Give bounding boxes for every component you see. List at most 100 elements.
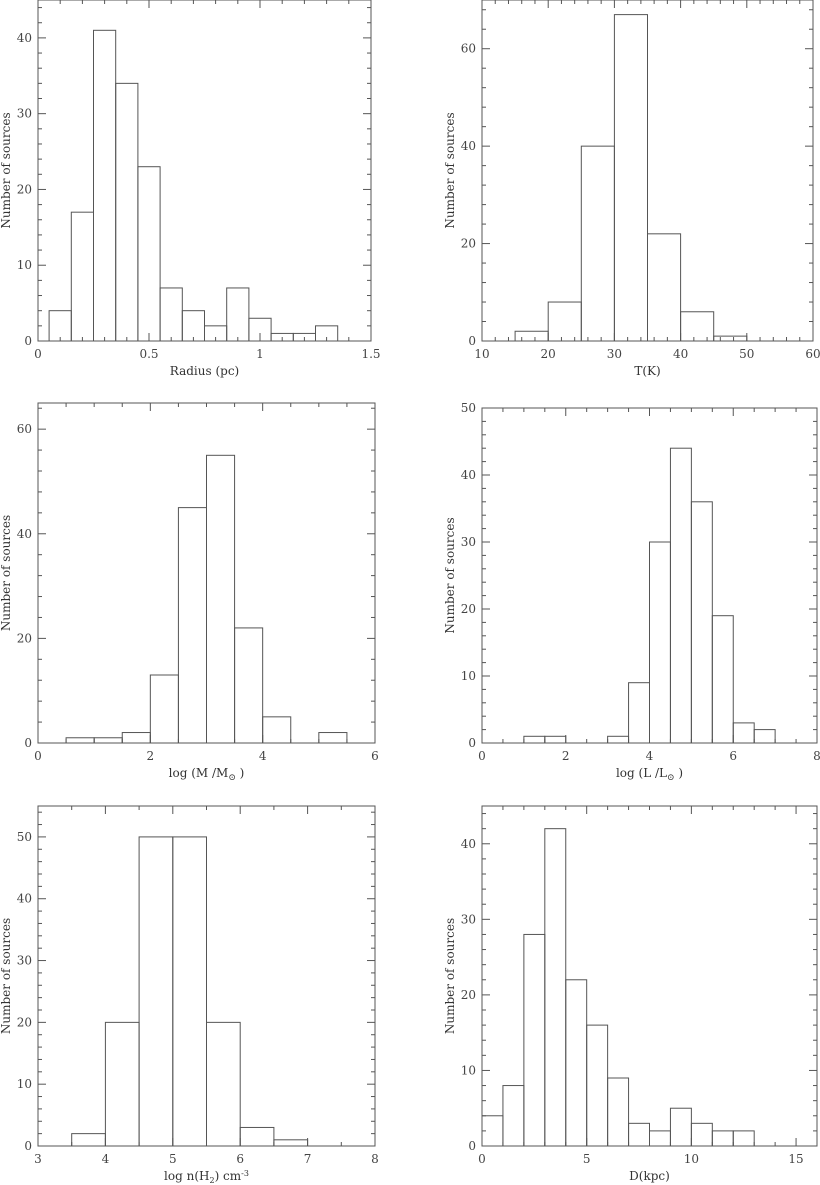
x-tick-label: 5 — [169, 1152, 177, 1166]
y-tick-label: 30 — [461, 535, 476, 549]
histogram-bar — [732, 1130, 755, 1147]
histogram-bar — [711, 615, 734, 744]
y-axis-label: Number of sources — [443, 918, 457, 1034]
histogram-bar — [239, 1126, 275, 1147]
y-tick-label: 20 — [461, 988, 476, 1002]
histogram-bar — [248, 317, 272, 342]
y-tick-label: 50 — [461, 401, 476, 415]
y-tick-label: 10 — [17, 258, 32, 272]
histogram-bar — [206, 1021, 241, 1147]
y-tick-label: 40 — [17, 527, 32, 541]
x-tick-label: 10 — [684, 1152, 699, 1166]
histogram-bar — [690, 501, 713, 744]
y-tick-label: 0 — [468, 1139, 476, 1153]
histogram-bar — [580, 145, 615, 342]
x-tick-label: 15 — [788, 1152, 803, 1166]
y-tick-label: 10 — [461, 1063, 476, 1077]
histogram-bar — [649, 541, 671, 744]
y-tick-label: 10 — [17, 1077, 32, 1091]
x-tick-label: 6 — [236, 1152, 244, 1166]
y-tick-label: 0 — [24, 1139, 32, 1153]
histogram-bar — [226, 287, 250, 342]
y-tick-label: 20 — [17, 1015, 32, 1029]
histogram-bar — [669, 1107, 692, 1147]
histogram-bar — [65, 737, 95, 744]
histogram-bar — [680, 311, 715, 342]
y-tick-label: 40 — [17, 31, 32, 45]
x-tick-label: 8 — [813, 749, 820, 763]
x-tick-label: 10 — [474, 347, 489, 361]
histogram-bar — [172, 836, 208, 1147]
x-tick-label: 1.5 — [361, 347, 380, 361]
x-axis-label: log n(H2) cm-3 — [164, 1169, 249, 1185]
plot-frame — [37, 0, 372, 342]
x-tick-label: 5 — [583, 1152, 591, 1166]
y-axis-label: Number of sources — [0, 515, 13, 631]
panel-density: 3 4 5 6 7 8 0 10 20 30 40 50 log n(H2) cm-3 Number of… — [0, 805, 379, 1185]
y-tick-label: 40 — [17, 892, 32, 906]
histogram-bar — [544, 735, 567, 744]
y-tick-label: 0 — [468, 334, 476, 348]
histogram-bar — [547, 301, 582, 342]
x-tick-label: 2 — [147, 749, 155, 763]
histogram-bar — [273, 1139, 309, 1147]
x-tick-label: 0 — [478, 1152, 486, 1166]
histogram-bar — [121, 732, 151, 744]
y-tick-label: 0 — [24, 736, 32, 750]
x-tick-label: 50 — [739, 347, 754, 361]
histogram-bar — [613, 14, 649, 342]
histogram-bar — [753, 729, 776, 744]
x-axis-label: log (L /L⊙ ) — [616, 766, 683, 783]
x-tick-label: 2 — [562, 749, 570, 763]
x-axis-label: D(kpc) — [629, 1169, 670, 1183]
histogram-bar — [732, 722, 755, 744]
x-tick-label: 0 — [478, 749, 486, 763]
y-tick-label: 40 — [461, 837, 476, 851]
y-axis-label: Number of sources — [443, 517, 457, 633]
histogram-bar — [647, 233, 682, 342]
panel-radius: 0 0.5 1 1.5 0 10 20 30 40 Radius (pc) Number of so… — [0, 0, 381, 378]
histogram-bar — [48, 310, 72, 342]
histogram-bar — [523, 735, 546, 744]
y-tick-label: 30 — [17, 954, 32, 968]
x-tick-label: 4 — [259, 749, 267, 763]
x-tick-label: 0 — [34, 749, 42, 763]
histogram-bar — [115, 82, 139, 342]
x-axis-label: T(K) — [634, 364, 660, 378]
y-tick-label: 10 — [461, 669, 476, 683]
x-tick-label: 4 — [102, 1152, 110, 1166]
histogram-bar — [93, 29, 117, 342]
histogram-bar — [159, 287, 183, 342]
histogram-bar — [70, 211, 95, 342]
histogram-bar — [565, 979, 588, 1147]
panel-luminosity: 0 2 4 6 8 0 10 20 30 40 50 log (L /L⊙ ) Number of so… — [443, 401, 820, 783]
y-tick-label: 40 — [461, 139, 476, 153]
histogram-bar — [177, 507, 208, 744]
y-tick-label: 20 — [17, 631, 32, 645]
y-tick-label: 60 — [461, 42, 476, 56]
histogram-bar — [713, 335, 748, 342]
histogram-bar — [206, 454, 236, 744]
histogram-bar — [523, 933, 546, 1147]
y-tick-label: 0 — [24, 334, 32, 348]
histogram-bar — [669, 447, 692, 744]
y-tick-label: 50 — [17, 830, 32, 844]
y-axis-label: Number of sources — [443, 112, 457, 228]
x-tick-label: 0.5 — [139, 347, 158, 361]
histogram-bar — [71, 1133, 106, 1147]
plot-frame — [481, 805, 818, 1147]
histogram-bar — [149, 674, 179, 744]
y-tick-label: 20 — [461, 237, 476, 251]
x-tick-label: 6 — [371, 749, 379, 763]
x-axis-label: log (M /M⊙ ) — [169, 766, 245, 783]
y-tick-label: 40 — [461, 468, 476, 482]
x-tick-label: 8 — [371, 1152, 379, 1166]
histogram-bar — [502, 1085, 525, 1147]
y-axis-label: Number of sources — [0, 918, 13, 1034]
x-tick-label: 20 — [541, 347, 556, 361]
x-tick-label: 30 — [607, 347, 622, 361]
y-tick-label: 30 — [461, 912, 476, 926]
histogram-bar — [628, 1122, 650, 1147]
